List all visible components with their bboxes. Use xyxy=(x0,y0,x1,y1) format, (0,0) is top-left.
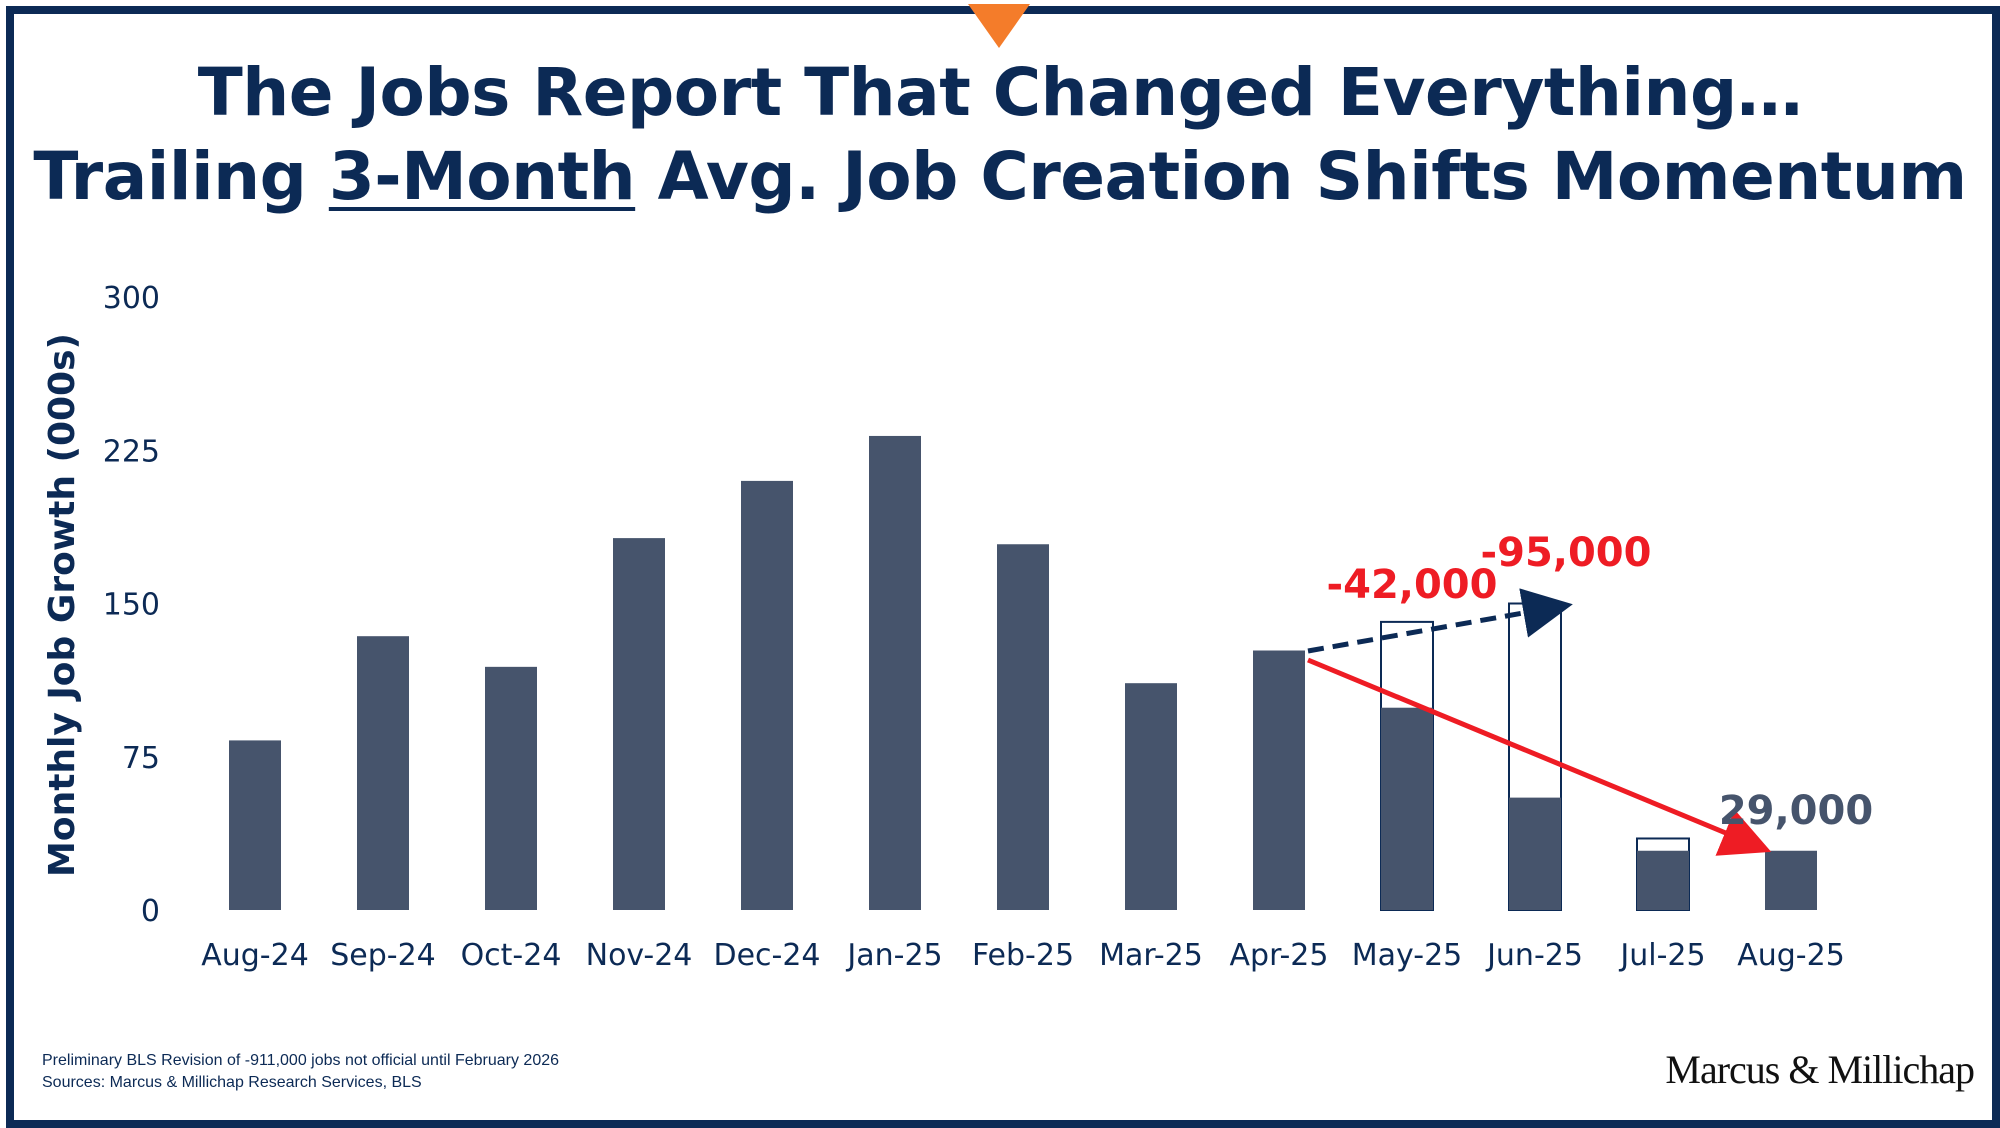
trend-arrow-prior xyxy=(1307,588,1573,654)
bar-jul-25 xyxy=(1637,850,1689,910)
y-axis-ticks: 0 75 150 225 300 xyxy=(103,281,160,929)
bar-dec-24 xyxy=(741,480,793,910)
y-axis-label-group: Monthly Job Growth (000s) xyxy=(42,333,83,877)
bar-feb-25 xyxy=(997,544,1049,910)
title-line-2-underlined: 3-Month xyxy=(328,138,636,215)
x-tick-label-jan-25: Jan-25 xyxy=(845,938,942,973)
x-tick-label-oct-24: Oct-24 xyxy=(461,938,562,973)
y-tick-label-225: 225 xyxy=(103,434,160,469)
bar-aug-24 xyxy=(229,740,281,910)
bar-may-25 xyxy=(1381,707,1433,910)
orange-triangle-marker xyxy=(968,4,1030,48)
x-tick-label-jun-25: Jun-25 xyxy=(1485,938,1583,973)
marcus-millichap-logo: Marcus & Millichap xyxy=(1665,1047,1975,1092)
bar-apr-25 xyxy=(1253,650,1305,910)
y-tick-label-300: 300 xyxy=(103,281,160,316)
bar-nov-24 xyxy=(613,538,665,910)
x-tick-label-may-25: May-25 xyxy=(1352,938,1463,973)
x-tick-label-sep-24: Sep-24 xyxy=(330,938,436,973)
annotation-minus-95000: -95,000 xyxy=(1481,530,1652,576)
bar-mar-25 xyxy=(1125,683,1177,910)
title-line-2-pre: Trailing xyxy=(33,138,329,215)
x-tick-label-mar-25: Mar-25 xyxy=(1099,938,1203,973)
x-tick-label-jul-25: Jul-25 xyxy=(1618,938,1705,973)
bar-jan-25 xyxy=(869,435,921,910)
y-tick-label-0: 0 xyxy=(141,894,160,929)
x-tick-label-feb-25: Feb-25 xyxy=(972,938,1074,973)
bar-sep-24 xyxy=(357,636,409,910)
footnote-revision: Preliminary BLS Revision of -911,000 job… xyxy=(42,1052,560,1069)
y-tick-label-150: 150 xyxy=(103,588,160,623)
bar-jun-25 xyxy=(1509,797,1561,910)
annotation-minus-42000: -42,000 xyxy=(1327,562,1498,608)
title-line-2-post: Avg. Job Creation Shifts Momentum xyxy=(635,138,1967,215)
y-axis-label: Monthly Job Growth (000s) xyxy=(42,333,83,877)
bars xyxy=(229,435,1817,910)
y-tick-label-75: 75 xyxy=(122,741,160,776)
x-tick-label-dec-24: Dec-24 xyxy=(713,938,820,973)
x-tick-label-apr-25: Apr-25 xyxy=(1230,938,1329,973)
x-axis-ticks: Aug-24 Sep-24 Oct-24 Nov-24 Dec-24 Jan-25 Feb-… xyxy=(201,938,1845,973)
x-tick-label-nov-24: Nov-24 xyxy=(586,938,693,973)
title-line-1: The Jobs Report That Changed Everything… xyxy=(197,54,1803,131)
bar-aug-25 xyxy=(1765,850,1817,910)
footnote-sources: Sources: Marcus & Millichap Research Ser… xyxy=(42,1074,422,1091)
title-line-2: Trailing 3-Month Avg. Job Creation Shift… xyxy=(0,138,2000,215)
bar-oct-24 xyxy=(485,666,537,910)
annotation-29000: 29,000 xyxy=(1719,788,1873,834)
trend-arrow-revised xyxy=(1307,657,1772,856)
x-tick-label-aug-25: Aug-25 xyxy=(1737,938,1845,973)
x-tick-label-aug-24: Aug-24 xyxy=(201,938,309,973)
